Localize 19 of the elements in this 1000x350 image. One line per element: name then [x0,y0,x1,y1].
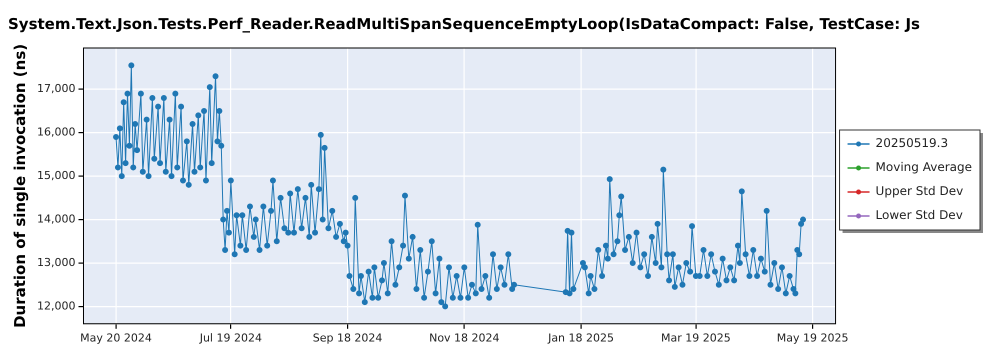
y-tick-label: 16,000 [36,126,76,139]
x-tick-label: Sep 18 2024 [312,331,382,344]
y-tick-label: 14,000 [36,212,76,226]
legend-label: Upper Std Dev [876,184,964,198]
legend-label: Moving Average [876,160,972,174]
y-axis-title: Duration of single invocation (ns) [10,44,29,328]
y-tick-label: 13,000 [36,256,76,269]
x-tick-label: May 20 2024 [80,331,152,344]
legend-label: Lower Std Dev [876,208,963,222]
chart-title: System.Text.Json.Tests.Perf_Reader.ReadMultiSpanSequenceEmptyLoop(IsDataCompact: False, TestCase: Js [8,14,920,33]
legend-label: 20250519.3 [876,136,948,150]
y-tick-label: 17,000 [36,82,76,96]
x-tick-label: May 19 2025 [776,331,848,344]
y-tick-label: 12,000 [36,299,76,312]
x-tick-label: Nov 18 2024 [429,331,500,344]
y-tick-label: 15,000 [36,168,76,182]
x-tick-label: Jan 18 2025 [547,331,614,344]
x-tick-label: Jul 19 2024 [198,331,262,344]
x-tick-label: Mar 19 2025 [660,331,731,344]
